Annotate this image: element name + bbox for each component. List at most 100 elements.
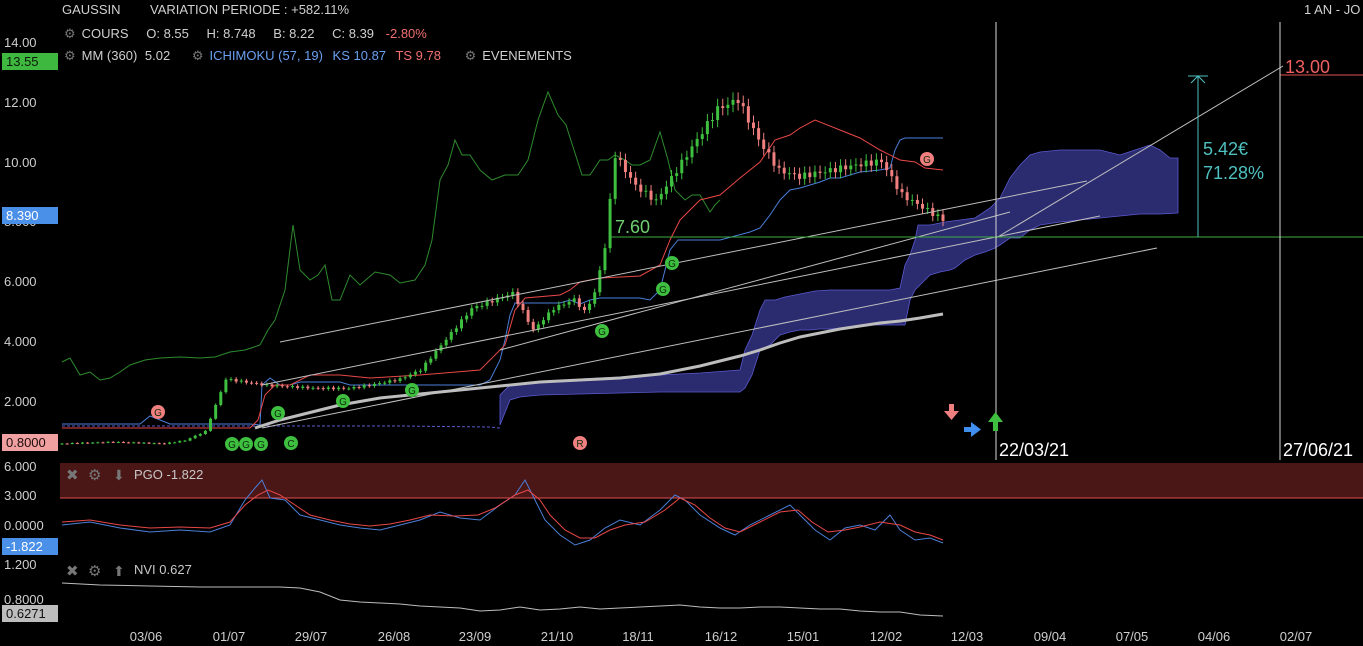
- svg-text:⚙: ⚙: [88, 466, 101, 484]
- x-tick-label: 12/03: [951, 629, 984, 644]
- pgo-settings-icon[interactable]: ⚙: [88, 466, 101, 484]
- mm-settings-icon[interactable]: ⚙: [64, 48, 76, 63]
- mm-value: 5.02: [144, 48, 171, 63]
- candle-body: [900, 189, 904, 193]
- candle-body: [342, 387, 346, 389]
- sell-arrow-icon: [944, 404, 959, 420]
- candle-body: [936, 214, 940, 217]
- svg-text:G: G: [408, 386, 416, 397]
- cours-settings-icon[interactable]: ⚙: [64, 26, 76, 41]
- svg-text:G: G: [228, 440, 236, 451]
- candle-body: [823, 172, 827, 174]
- candle-body: [260, 383, 264, 386]
- buy-arrow-icon: [988, 412, 1003, 431]
- pgo-tick-6: 6.000: [4, 459, 37, 474]
- candle-body: [403, 377, 407, 379]
- candle-body: [608, 198, 612, 249]
- event-marker-icon[interactable]: G: [656, 282, 670, 296]
- trendline-4: [499, 211, 1011, 351]
- candle-body: [639, 184, 643, 192]
- candle-body: [454, 328, 458, 332]
- candle-body: [777, 165, 781, 168]
- pgo-panel: 6.000 3.000 0.0000 ✖ ⚙ ⬇ PGO -1.822: [4, 459, 1363, 546]
- event-marker-icon[interactable]: G: [271, 406, 285, 420]
- candle-body: [214, 404, 218, 419]
- ichimoku-settings-icon[interactable]: ⚙: [191, 48, 204, 63]
- candle-body: [234, 379, 238, 382]
- candle-body: [121, 441, 125, 443]
- event-marker-icon[interactable]: G: [336, 394, 350, 408]
- x-tick-label: 23/09: [459, 629, 492, 644]
- candle-body: [695, 138, 699, 147]
- nvi-close-icon[interactable]: ✖: [66, 562, 79, 580]
- x-tick-label: 18/11: [622, 629, 654, 644]
- event-marker-icon[interactable]: G: [920, 152, 934, 166]
- candle-body: [921, 203, 925, 209]
- event-marker-icon[interactable]: G: [405, 383, 419, 397]
- nvi-settings-icon[interactable]: ⚙: [88, 562, 101, 580]
- candle-body: [792, 173, 796, 175]
- x-tick-label: 16/12: [705, 629, 738, 644]
- event-marker-icon[interactable]: G: [595, 324, 609, 338]
- kijun-line: [62, 137, 943, 426]
- change-value: -2.80%: [385, 26, 427, 41]
- x-tick-label: 26/08: [378, 629, 411, 644]
- events-settings-icon[interactable]: ⚙: [464, 48, 477, 63]
- candle-body: [362, 385, 366, 388]
- x-tick-label: 07/05: [1116, 629, 1149, 644]
- x-tick-label: 02/07: [1280, 629, 1313, 644]
- candle-body: [890, 170, 894, 177]
- candle-body: [577, 298, 581, 307]
- candle-body: [603, 248, 607, 271]
- candle-body: [419, 370, 423, 372]
- candle-body: [711, 120, 715, 122]
- price-panel: 14.00 12.00 10.00 8.000 6.000 4.000 2.00…: [4, 22, 1363, 460]
- candle-body: [398, 378, 402, 382]
- svg-text:⬆: ⬆: [113, 564, 125, 580]
- candle-body: [224, 379, 228, 393]
- period-selector[interactable]: 1 AN - JO: [1304, 2, 1361, 17]
- candle-body: [321, 388, 325, 390]
- svg-text:C: C: [287, 439, 294, 450]
- candle-body: [137, 442, 141, 444]
- mm-label: MM (360): [81, 48, 138, 63]
- candle-body: [588, 303, 592, 310]
- x-tick-label: 21/10: [541, 629, 574, 644]
- candle-body: [844, 165, 848, 170]
- y-tick-12: 12.00: [4, 95, 37, 110]
- candle-body: [634, 177, 638, 185]
- event-marker-icon[interactable]: R: [573, 436, 587, 450]
- trendline-1: [279, 180, 1088, 343]
- event-marker-icon[interactable]: G: [151, 405, 165, 419]
- candle-body: [490, 301, 494, 303]
- nvi-move-up-icon[interactable]: ⬆: [113, 564, 125, 580]
- svg-text:G: G: [598, 327, 606, 338]
- candle-body: [618, 158, 622, 160]
- support-label: 7.60: [615, 217, 650, 237]
- candle-body: [705, 121, 709, 135]
- svg-text:✖: ✖: [66, 466, 79, 484]
- svg-text:✖: ✖: [66, 562, 79, 580]
- event-marker-icon[interactable]: G: [665, 256, 679, 270]
- candle-body: [808, 172, 812, 178]
- candle-body: [746, 106, 750, 123]
- candle-body: [460, 319, 464, 329]
- ichimoku-cloud: [499, 144, 1179, 426]
- candle-body: [429, 358, 433, 363]
- candle-body: [285, 386, 289, 388]
- candle-body: [357, 386, 361, 388]
- event-marker-icon[interactable]: C: [284, 436, 298, 450]
- pgo-move-down-icon[interactable]: ⬇: [113, 468, 125, 484]
- candle-body: [147, 442, 151, 444]
- event-marker-icon[interactable]: G: [239, 437, 253, 451]
- x-tick-label: 15/01: [787, 629, 820, 644]
- cours-label: COURS: [81, 26, 129, 41]
- trendline-3: [261, 247, 1158, 429]
- neutral-arrow-icon: [964, 422, 981, 437]
- nvi-value-box: 0.6271: [2, 605, 58, 622]
- chikou-line: [61, 90, 721, 381]
- event-marker-icon[interactable]: G: [254, 437, 268, 451]
- event-marker-icon[interactable]: G: [225, 437, 239, 451]
- svg-text:G: G: [257, 440, 265, 451]
- pgo-close-icon[interactable]: ✖: [66, 466, 79, 484]
